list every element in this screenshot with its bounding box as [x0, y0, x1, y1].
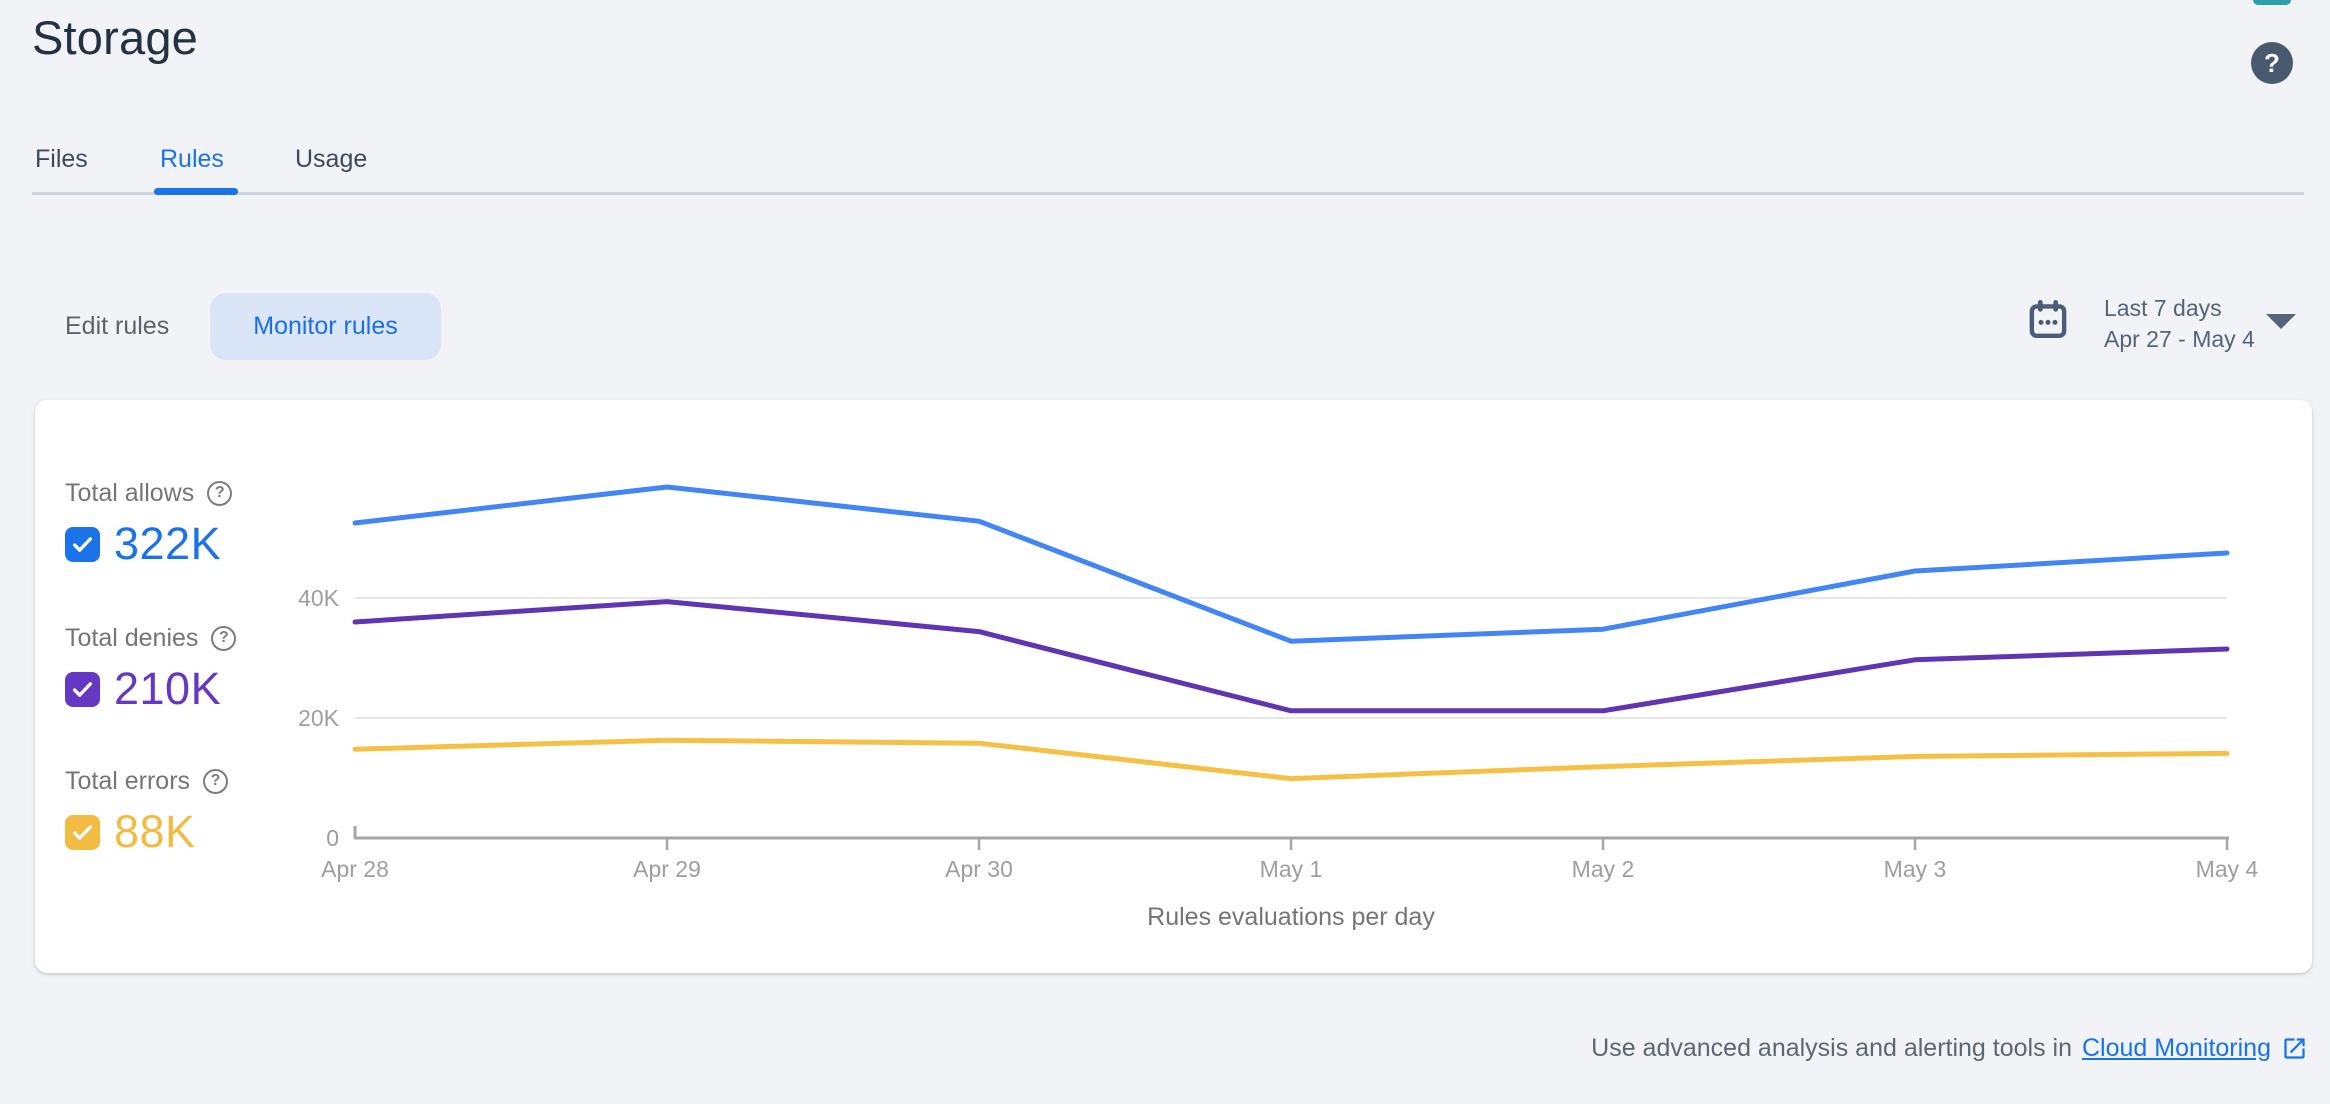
help-circle-icon[interactable]: ?: [207, 480, 233, 506]
help-button[interactable]: ?: [2251, 42, 2293, 84]
y-tick-label: 0: [326, 825, 339, 851]
help-circle-icon[interactable]: ?: [211, 625, 237, 651]
monitor-rules-button[interactable]: Monitor rules: [210, 293, 441, 360]
total-allows-checkbox[interactable]: [65, 526, 100, 562]
total-errors-value: 88K: [114, 806, 196, 857]
total-errors-checkbox[interactable]: [65, 814, 100, 850]
question-mark-icon: ?: [2264, 47, 2280, 78]
x-tick-label: May 1: [1260, 856, 1323, 882]
date-range-label: Last 7 days: [2104, 295, 2222, 321]
tab-divider: [32, 192, 2304, 195]
help-circle-icon[interactable]: ?: [203, 768, 229, 794]
question-mark-glyph: ?: [219, 629, 229, 646]
monitor-rules-label: Monitor rules: [253, 312, 398, 340]
tab-files[interactable]: Files: [35, 145, 88, 173]
question-mark-glyph: ?: [210, 772, 221, 789]
date-range-dates: Apr 27 - May 4: [2104, 326, 2255, 352]
legend-item-total-errors: Total errors ? 88K: [65, 766, 229, 857]
tab-usage[interactable]: Usage: [295, 145, 368, 173]
rules-evaluations-chart: 0 20K 40K Apr 28 Apr 29 Apr 30 May 1 May 2 May 3…: [298, 484, 2259, 882]
x-tick-label: May 3: [1884, 856, 1947, 882]
total-denies-checkbox[interactable]: [65, 671, 100, 707]
date-range-text: Last 7 days Apr 27 - May 4: [2104, 293, 2255, 355]
legend-label: Total allows: [65, 478, 195, 507]
x-tick-label: Apr 28: [321, 856, 389, 882]
legend-item-total-allows: Total allows ? 322K: [65, 478, 233, 569]
rules-evaluations-card: Total allows ? 322K Total denies ?: [35, 400, 2312, 973]
tab-rules[interactable]: Rules: [160, 145, 224, 173]
legend-item-total-denies: Total denies ? 210K: [65, 623, 237, 714]
x-tick-label: Apr 30: [945, 856, 1013, 882]
date-range-picker[interactable]: Last 7 days Apr 27 - May 4: [2018, 290, 2308, 360]
active-tab-indicator: [154, 188, 238, 195]
x-tick-label: May 4: [2196, 856, 2259, 882]
series-line-total-errors: [352, 737, 2230, 782]
question-mark-glyph: ?: [214, 484, 225, 501]
edit-rules-button[interactable]: Edit rules: [65, 312, 170, 340]
chart-caption: Rules evaluations per day: [1147, 903, 1435, 931]
footer-note: Use advanced analysis and alerting tools…: [1591, 1030, 2308, 1066]
total-denies-value: 210K: [114, 663, 222, 714]
x-tick-label: Apr 29: [633, 856, 701, 882]
legend-label: Total errors: [65, 766, 191, 795]
footer-text: Use advanced analysis and alerting tools…: [1591, 1033, 2072, 1062]
page-title: Storage: [32, 11, 199, 64]
series-line-total-denies: [352, 599, 2230, 714]
series-line-total-allows: [352, 484, 2230, 644]
chevron-down-icon: [2266, 314, 2296, 329]
x-tick-label: May 2: [1572, 856, 1635, 882]
account-avatar[interactable]: [2253, 0, 2291, 5]
calendar-icon: [2029, 300, 2067, 338]
legend-label: Total denies: [65, 623, 199, 652]
cloud-monitoring-link[interactable]: Cloud Monitoring: [2082, 1033, 2271, 1062]
y-tick-label: 40K: [298, 585, 340, 611]
open-in-new-icon[interactable]: [2281, 1035, 2308, 1062]
y-tick-label: 20K: [298, 705, 340, 731]
total-allows-value: 322K: [114, 518, 222, 569]
